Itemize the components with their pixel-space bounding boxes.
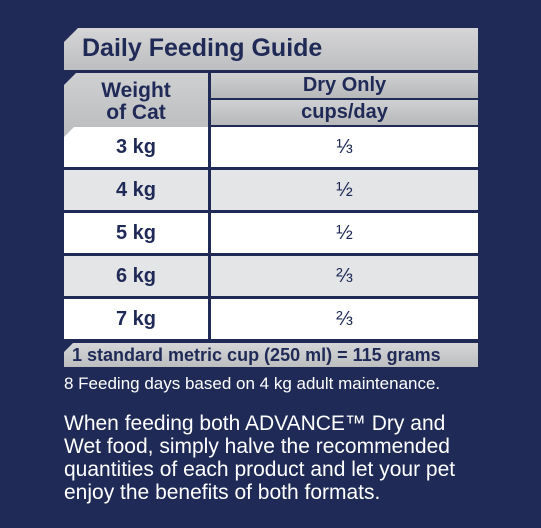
table-row: 6 kg ⅔	[64, 256, 478, 296]
amount-cell: ⅔	[211, 299, 478, 339]
wet-and-dry-advice: When feeding both ADVANCE™ Dry and Wet f…	[64, 412, 456, 504]
unit-label: cups/day	[301, 101, 388, 123]
amount-cell: ½	[211, 170, 478, 210]
amount-cell: ½	[211, 213, 478, 253]
feeding-days-note: 8 Feeding days based on 4 kg adult maint…	[64, 374, 441, 393]
weight-cell: 3 kg	[64, 127, 208, 167]
amount-cell: ⅔	[211, 256, 478, 296]
cup-conversion-bar: 1 standard metric cup (250 ml) = 115 gra…	[64, 343, 478, 367]
food-type-header: Dry Only	[211, 73, 478, 98]
title-bar: Daily Feeding Guide	[64, 28, 478, 70]
amount-cell: ⅓	[211, 127, 478, 167]
weight-cell: 6 kg	[64, 256, 208, 296]
weight-cell: 5 kg	[64, 213, 208, 253]
table-row: 7 kg ⅔	[64, 299, 478, 339]
feeding-guide-title: Daily Feeding Guide	[82, 34, 323, 62]
weight-header-line1: Weight	[101, 79, 171, 102]
table-row: 3 kg ⅓	[64, 127, 478, 167]
table-row: 4 kg ½	[64, 170, 478, 210]
unit-header: cups/day	[211, 100, 478, 125]
weight-cell: 7 kg	[64, 299, 208, 339]
cup-conversion-text: 1 standard metric cup (250 ml) = 115 gra…	[72, 345, 441, 365]
weight-header-line2: of Cat	[106, 101, 166, 124]
food-type-label: Dry Only	[302, 74, 387, 96]
weight-cell: 4 kg	[64, 170, 208, 210]
table-row: 5 kg ½	[64, 213, 478, 253]
